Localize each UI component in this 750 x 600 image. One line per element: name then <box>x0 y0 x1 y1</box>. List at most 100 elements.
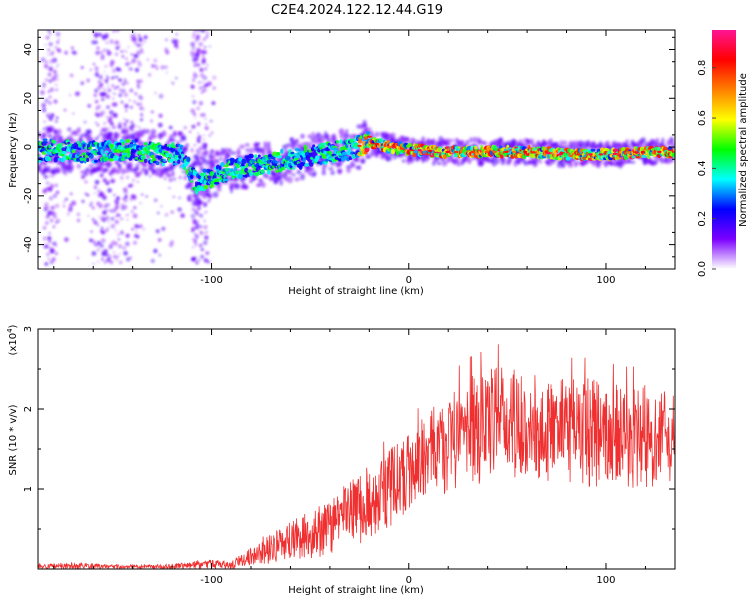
ridge-blob <box>128 147 133 150</box>
haze-dot <box>95 171 98 174</box>
haze-dot <box>121 180 123 182</box>
haze-dot <box>118 78 121 81</box>
haze-dot <box>99 76 103 79</box>
haze-dot <box>157 122 163 128</box>
haze-dot <box>115 258 118 261</box>
ridge-blob <box>207 175 213 180</box>
ridge-blob <box>324 158 329 162</box>
haze-dot <box>96 223 100 227</box>
haze-dot <box>136 79 140 83</box>
haze-dot <box>47 257 51 261</box>
hot-spot <box>523 150 528 154</box>
halo-blob <box>148 133 155 140</box>
haze-dot <box>105 115 109 119</box>
haze-dot <box>91 40 96 45</box>
haze-dot <box>175 77 178 80</box>
haze-dot <box>123 250 128 256</box>
haze-dot <box>207 199 211 203</box>
haze-dot <box>51 257 56 262</box>
haze-dot <box>201 231 204 234</box>
halo-blob <box>307 134 312 139</box>
haze-dot <box>89 68 92 71</box>
halo-blob <box>625 139 630 144</box>
haze-dot <box>105 94 111 99</box>
halo-blob <box>669 136 674 144</box>
ridge-blob <box>295 158 299 161</box>
haze-dot <box>43 244 48 249</box>
haze-dot <box>190 108 195 114</box>
haze-dot <box>104 252 109 257</box>
haze-dot <box>196 30 201 33</box>
haze-dot <box>193 112 196 115</box>
haze-dot <box>197 81 201 84</box>
halo-blob <box>295 138 300 144</box>
ridge-blob <box>150 154 155 159</box>
haze-dot <box>47 186 53 192</box>
haze-dot <box>104 79 108 82</box>
haze-dot <box>206 33 209 36</box>
haze-dot <box>197 63 201 67</box>
haze-dot <box>134 53 138 57</box>
haze-dot <box>133 100 137 104</box>
haze-dot <box>209 149 215 154</box>
haze-dot <box>160 65 165 70</box>
haze-dot <box>115 52 118 56</box>
halo-blob <box>375 131 379 138</box>
haze-dot <box>139 202 142 205</box>
spectrogram-panel: -100 0 100 -40 -20 0 20 40 Height of straight … <box>8 29 676 297</box>
halo-blob <box>561 164 566 169</box>
haze-dot <box>168 178 173 182</box>
haze-dot <box>49 51 54 56</box>
halo-blob <box>655 137 660 144</box>
haze-dot <box>103 211 106 214</box>
halo-blob <box>200 157 206 161</box>
haze-dot <box>56 78 59 81</box>
halo-blob <box>117 163 122 169</box>
haze-dot <box>99 130 104 135</box>
haze-dot <box>95 100 99 104</box>
ridge-blob <box>125 138 131 143</box>
haze-dot <box>154 64 158 68</box>
haze-dot <box>146 58 150 61</box>
halo-blob <box>252 175 257 181</box>
halo-blob <box>338 128 345 136</box>
haze-dot <box>47 206 51 209</box>
haze-dot <box>208 134 212 137</box>
halo-blob <box>328 167 334 171</box>
haze-dot <box>145 195 148 198</box>
ridge-blob <box>268 154 272 158</box>
haze-dot <box>43 174 48 179</box>
haze-dot <box>178 196 181 200</box>
ridge-blob <box>229 157 235 161</box>
ridge-blob <box>179 145 183 150</box>
haze-dot <box>165 38 168 42</box>
haze-dot <box>119 88 122 92</box>
haze-dot <box>132 178 135 182</box>
haze-dot <box>96 201 101 206</box>
haze-dot <box>94 34 98 39</box>
haze-dot <box>50 248 53 252</box>
haze-dot <box>90 230 93 233</box>
haze-dot <box>84 180 88 184</box>
haze-dot <box>191 34 196 39</box>
halo-blob <box>199 161 204 167</box>
haze-dot <box>120 100 124 104</box>
halo-blob <box>48 169 53 174</box>
halo-blob <box>653 158 659 165</box>
ridge-blob <box>395 150 400 156</box>
haze-dot <box>112 97 115 100</box>
ridge-blob <box>248 153 254 159</box>
haze-dot <box>87 215 90 217</box>
haze-dot <box>201 81 204 84</box>
halo-blob <box>445 141 451 147</box>
halo-blob <box>421 136 426 142</box>
haze-dot <box>136 83 140 86</box>
haze-dot <box>174 39 179 44</box>
halo-blob <box>449 155 454 159</box>
spectrogram-marks <box>38 30 675 266</box>
haze-dot <box>120 230 123 233</box>
haze-dot <box>198 86 203 90</box>
haze-dot <box>203 240 208 246</box>
haze-dot <box>57 49 62 53</box>
